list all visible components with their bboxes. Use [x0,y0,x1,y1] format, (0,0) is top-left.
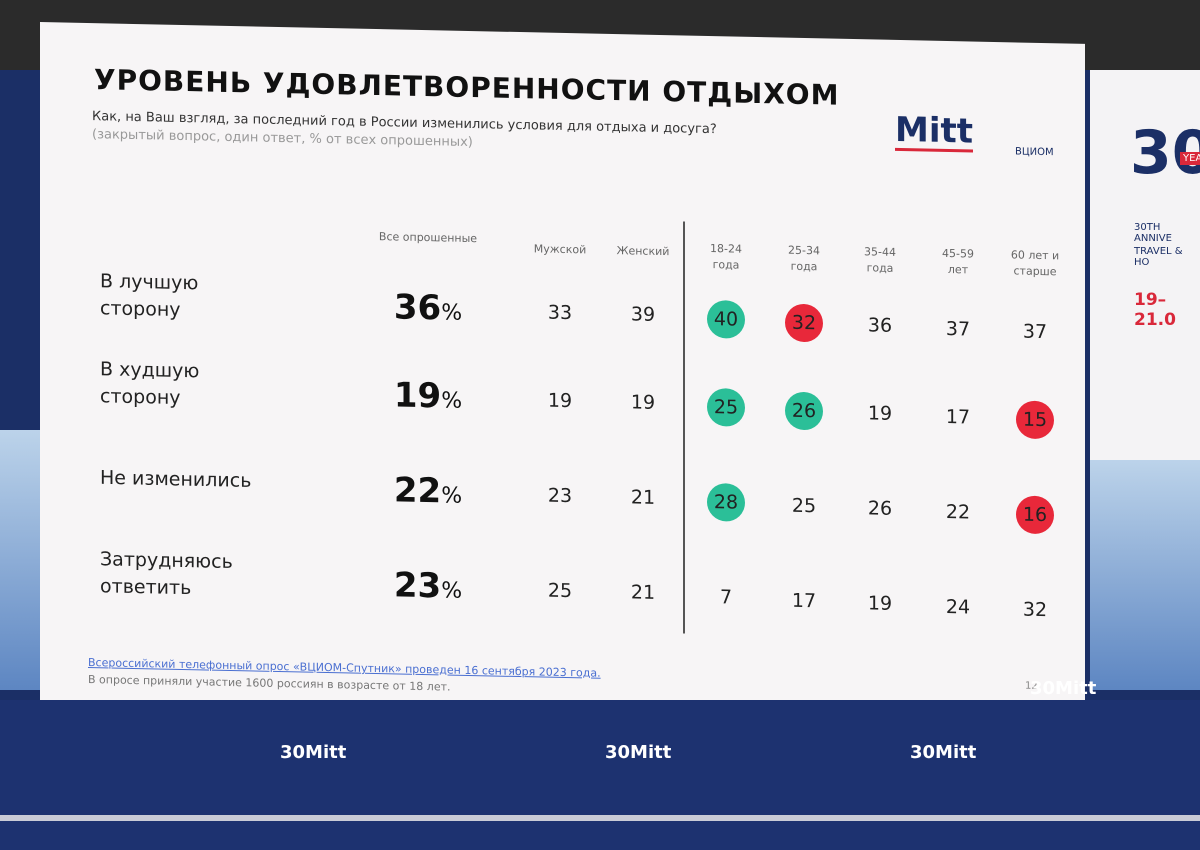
value-cell: 22 [945,500,971,523]
row-label: В лучшую сторону [100,270,199,321]
value-cell: 19 [867,402,893,425]
value-cell: 26 [867,497,893,520]
value-cell: 17 [945,405,971,428]
value-cell: 19 [547,389,573,413]
total-value: 23 [393,565,442,607]
value-cell: 24 [945,595,971,618]
value-cell: 37 [1022,320,1048,344]
value-cell: 32 [1022,598,1048,622]
column-header: 18-24 года [710,242,742,272]
logo-vciom: ВЦИОМ [1015,146,1054,159]
footer-logo: 30Mitt [1030,678,1097,699]
total-value: 19 [393,375,442,417]
divider [683,221,685,634]
value-cell: 21 [630,581,656,604]
value-cell: 16 [1016,495,1054,535]
value-cell: 15 [1016,400,1054,440]
side-line: TRAVEL & HO [1134,246,1183,268]
value-cell: 36 [867,314,893,337]
total: 23% [394,565,462,606]
value-cell: 21 [630,486,656,509]
title: УРОВЕНЬ УДОВЛЕТВОРЕННОСТИ ОТДЫХОМ [94,63,840,112]
sample: В опросе приняли участие 1600 россиян в … [88,673,451,694]
column-header: Женский [616,244,670,259]
value-cell: 25 [547,579,573,603]
value-cell: 19 [630,391,656,414]
footer-logo: 30Mitt [910,742,977,763]
value-cell: 40 [707,299,745,339]
row-label: В худшую сторону [100,358,200,409]
column-header: 35-44 года [864,245,896,275]
mountains [1090,460,1200,690]
side-dates: 19–21.0 [1134,290,1176,330]
column-header: 25-34 года [788,243,820,274]
total: 19% [394,375,462,416]
floor-banner: 30Mitt 30Mitt 30Mitt 30Mitt [0,678,1200,850]
side-years: YEARS [1180,152,1200,165]
total: 22% [394,470,462,511]
value-cell: 37 [945,317,971,340]
value-cell: 33 [547,301,573,325]
value-cell: 39 [630,303,656,326]
side-panel: 30 YEARS 30TH ANNIVE TRAVEL & HO 19–21.0 [1090,70,1200,690]
footer-logo: 30Mitt [280,742,347,763]
total-unit: % [441,483,463,509]
footer-logo: 30Mitt [605,742,672,763]
value-cell: 32 [785,303,823,342]
value-cell: 23 [547,484,573,508]
total-value: 22 [393,470,442,512]
total: 36% [394,287,462,328]
value-cell: 19 [867,592,893,615]
value-cell: 25 [791,494,817,517]
value-cell: 17 [791,589,817,612]
logo-mitt: Mitt [895,109,973,153]
stripe [0,815,1200,821]
column-header: Мужской [533,242,587,257]
value-cell: 25 [707,387,745,427]
total-value: 36 [393,287,442,329]
value-cell: 28 [707,482,745,522]
total-unit: % [441,300,463,326]
column-header: 45-59 лет [942,246,974,277]
value-cell: 7 [719,586,733,609]
column-header: 60 лет и старше [1010,248,1060,279]
total-unit: % [441,388,463,414]
row-label: Не изменились [100,466,252,492]
side-line: 30TH ANNIVE [1134,222,1172,244]
slide: УРОВЕНЬ УДОВЛЕТВОРЕННОСТИ ОТДЫХОМ Как, н… [40,22,1085,722]
mountains [0,430,40,690]
value-cell: 26 [785,391,823,430]
column-header: Все опрошенные [378,230,478,246]
row-label: Затрудняюсь ответить [100,548,233,600]
total-unit: % [441,578,463,604]
